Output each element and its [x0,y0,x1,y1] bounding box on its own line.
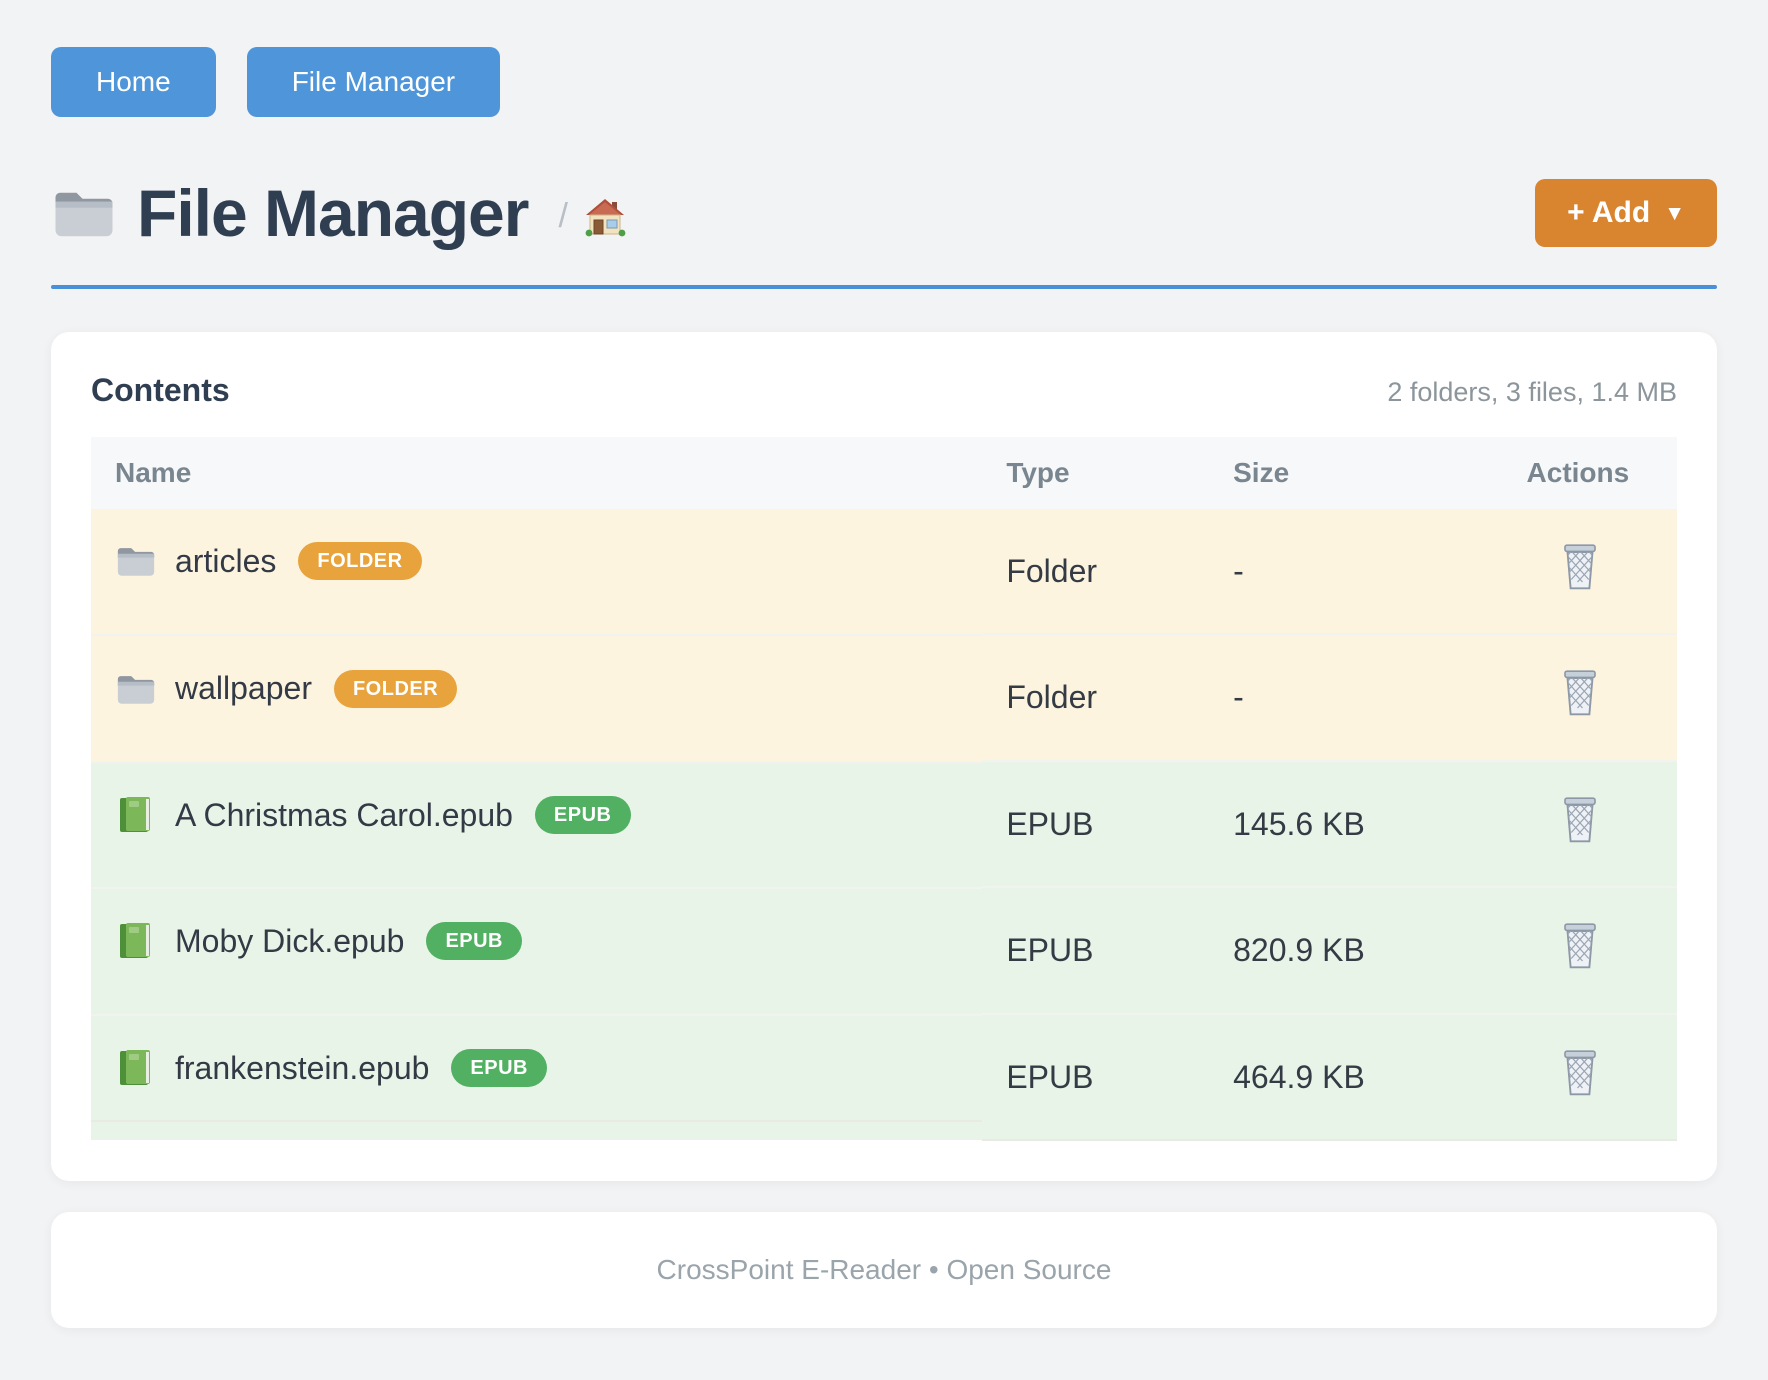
delete-button[interactable] [1557,795,1603,845]
file-name: A Christmas Carol.epub [175,796,513,833]
table-row[interactable]: articles FOLDER Folder - [91,509,1677,635]
green-book-icon [119,922,151,960]
column-header-name: Name [115,457,192,488]
footer-card: CrossPoint E-Reader • Open Source [51,1211,1717,1328]
file-size: 464.9 KB [1209,1012,1503,1141]
title-wrap: File Manager / [51,180,626,246]
contents-title: Contents [91,372,230,408]
file-type: EPUB [982,886,1210,1014]
type-badge: EPUB [534,795,631,834]
table-row[interactable]: frankenstein.epub EPUB EPUB 464.9 KB [91,1012,1677,1141]
delete-button[interactable] [1557,542,1603,592]
green-book-icon [119,1049,151,1087]
type-badge: EPUB [426,922,523,961]
table-header-row: Name Type Size Actions [91,437,1677,509]
file-size: 145.6 KB [1209,759,1503,888]
file-name: Moby Dick.epub [175,923,405,960]
file-size: - [1209,633,1503,761]
file-name: frankenstein.epub [175,1049,430,1086]
delete-button[interactable] [1557,1048,1603,1098]
nav-button-home[interactable]: Home [51,47,216,117]
file-type: Folder [982,633,1210,761]
folder-icon [115,543,157,579]
file-table: Name Type Size Actions [91,437,1677,1141]
file-name: articles [175,543,277,579]
table-row[interactable]: wallpaper FOLDER Folder - [91,633,1677,761]
contents-card: Contents 2 folders, 3 files, 1.4 MB Name… [51,332,1717,1181]
type-badge: EPUB [451,1048,547,1087]
nav-button-file-manager[interactable]: File Manager [246,47,501,117]
file-type: Folder [1006,553,1098,589]
delete-button[interactable] [1557,668,1603,718]
page-title: File Manager [137,176,529,250]
top-nav: Home File Manager [51,47,1717,117]
type-badge: FOLDER [298,542,422,581]
caret-down-icon: ▼ [1664,201,1685,225]
type-badge: FOLDER [333,669,458,708]
home-icon[interactable] [584,196,626,238]
column-header-type: Type [1006,457,1070,488]
title-divider [51,285,1717,289]
contents-summary: 2 folders, 3 files, 1.4 MB [1387,377,1677,407]
add-button-label: + Add [1567,196,1651,229]
breadcrumb-separator: / [558,196,568,235]
table-row[interactable]: Moby Dick.epub EPUB EPUB 820.9 KB [91,886,1677,1014]
contents-card-header: Contents 2 folders, 3 files, 1.4 MB [91,372,1677,409]
file-name: wallpaper [175,670,312,707]
column-header-size: Size [1233,457,1290,488]
file-size: - [1233,553,1244,589]
file-type: EPUB [982,759,1210,888]
folder-icon [115,671,157,707]
file-size: 820.9 KB [1209,886,1503,1014]
green-book-icon [119,796,151,834]
add-button[interactable]: + Add ▼ [1535,179,1717,247]
file-type: EPUB [982,1012,1210,1141]
column-header-actions: Actions [1526,457,1630,488]
table-row[interactable]: A Christmas Carol.epub EPUB EPUB 145.6 K… [91,759,1677,888]
delete-button[interactable] [1557,921,1603,971]
folder-icon [51,185,117,241]
page-header: File Manager / + Add ▼ [51,179,1717,247]
footer-text: CrossPoint E-Reader • Open Source [656,1253,1112,1285]
